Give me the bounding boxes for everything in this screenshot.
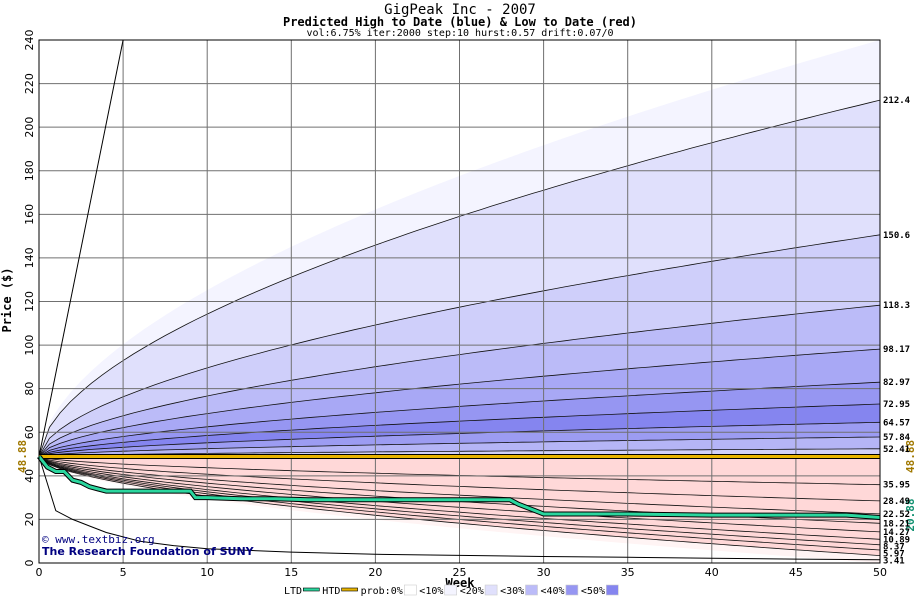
y-tick-label-0: 0 — [23, 560, 36, 567]
high-end-label-6: 64.57 — [883, 418, 910, 428]
x-tick-label-7: 35 — [621, 566, 635, 579]
legend-label-3: <10% — [419, 586, 443, 597]
x-tick-label-0: 0 — [36, 566, 43, 579]
high-end-label-5: 72.95 — [883, 400, 910, 410]
legend-swatch-4 — [484, 584, 498, 596]
low-end-label-3: 18.21 — [883, 519, 910, 529]
x-tick-label-1: 5 — [120, 566, 127, 579]
chart-parameters: vol:6.75% iter:2000 step:10 hurst:0.57 d… — [306, 28, 614, 39]
legend-label-5: <30% — [500, 586, 524, 597]
plot-border — [38, 39, 881, 564]
legend-label-6: <40% — [541, 586, 565, 597]
y-tick-label-1: 20 — [23, 512, 36, 526]
htd-line — [37, 455, 881, 519]
x-tick-label-6: 30 — [537, 566, 551, 579]
x-tick-label-4: 20 — [368, 566, 382, 579]
legend-label-0: LTD — [284, 586, 302, 597]
legend-swatch-2 — [403, 584, 417, 596]
y-tick-label-8: 160 — [23, 204, 36, 225]
x-tick-label-10: 50 — [873, 566, 887, 579]
watermark: © www.textbiz.org The Research Foundatio… — [42, 534, 254, 558]
y-tick-label-11: 220 — [23, 73, 36, 94]
low-end-label-6: 8.37 — [883, 542, 905, 552]
y-tick-label-4: 80 — [23, 382, 36, 396]
y-tick-label-10: 200 — [23, 117, 36, 138]
high-end-label-0: 212.4 — [883, 96, 911, 106]
y-tick-label-7: 140 — [23, 247, 36, 268]
y-tick-label-5: 100 — [23, 335, 36, 356]
legend-swatch-7 — [605, 584, 619, 596]
low-end-label-2: 22.52 — [883, 510, 910, 520]
legend-label-2: prob:0% — [361, 586, 403, 597]
y-axis-label: Price ($) — [0, 267, 14, 332]
watermark-url: © www.textbiz.org — [42, 533, 155, 546]
legend-swatch-1 — [341, 587, 358, 592]
high-end-label-2: 118.3 — [883, 301, 910, 311]
x-tick-label-3: 15 — [284, 566, 298, 579]
legend-swatch-0 — [302, 587, 320, 592]
legend-label-4: <20% — [460, 586, 484, 597]
legend-label-7: <50% — [581, 586, 605, 597]
legend-swatch-6 — [565, 584, 579, 596]
htd-end-label: 20.88 — [904, 498, 917, 531]
x-tick-label-2: 10 — [200, 566, 214, 579]
y-tick-label-9: 180 — [23, 160, 36, 181]
low-end-label-5: 10.89 — [883, 535, 910, 545]
low-end-label-8: 3.41 — [883, 556, 905, 566]
watermark-org: The Research Foundation of SUNY — [42, 545, 254, 558]
legend-swatch-3 — [444, 584, 458, 596]
low-end-label-7: 5.97 — [883, 549, 905, 559]
x-tick-label-9: 45 — [789, 566, 803, 579]
chart-title: GigPeak Inc - 2007 — [384, 2, 536, 18]
y-tick-label-3: 60 — [23, 425, 36, 439]
chart-subtitle: Predicted High to Date (blue) & Low to D… — [282, 15, 637, 29]
legend-label-1: HTD — [322, 586, 340, 597]
low-end-label-1: 28.49 — [883, 497, 910, 507]
start-price-label: 48.88 — [16, 440, 29, 473]
legend-swatch-5 — [525, 584, 538, 596]
x-tick-label-5: 25 — [453, 566, 467, 579]
high-band-0 — [39, 40, 880, 457]
y-tick-label-12: 240 — [23, 30, 36, 51]
high-end-label-1: 150.6 — [883, 231, 910, 241]
x-tick-label-8: 40 — [705, 566, 719, 579]
max-bound-line — [38, 39, 124, 457]
low-end-label-4: 14.27 — [883, 528, 910, 538]
high-end-label-8: 52.41 — [883, 445, 910, 455]
y-tick-label-2: 40 — [23, 469, 36, 483]
high-end-label-3: 98.17 — [883, 345, 910, 355]
min-bound-line — [38, 456, 881, 561]
high-end-label-7: 57.84 — [883, 433, 911, 443]
current-price-label: 48.88 — [904, 440, 917, 473]
high-end-label-4: 82.97 — [883, 378, 910, 388]
low-end-label-0: 35.95 — [883, 481, 910, 491]
y-tick-label-6: 120 — [23, 291, 36, 312]
